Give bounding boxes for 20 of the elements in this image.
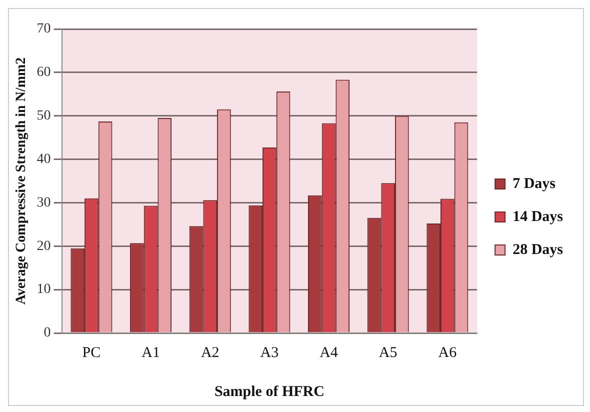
- y-tick-label: 50: [36, 108, 51, 124]
- y-axis-title: Average Compressive Strength in N/mm2: [14, 57, 30, 305]
- x-tick-label: A6: [438, 344, 458, 361]
- y-tick-label: 0: [44, 326, 51, 341]
- legend-label: 28 Days: [512, 242, 564, 258]
- x-tick-label: A2: [200, 344, 220, 361]
- x-axis-title: Sample of HFRC: [214, 384, 324, 400]
- legend-label: 14 Days: [512, 208, 564, 225]
- x-tick-label: A3: [260, 344, 279, 361]
- y-tick-label: 40: [36, 152, 51, 167]
- legend-label: 7 Days: [512, 176, 556, 192]
- y-tick-label: 10: [36, 282, 51, 298]
- x-tick-label: PC: [82, 344, 101, 361]
- x-tick-label: A1: [142, 344, 160, 361]
- y-tick-label: 30: [36, 195, 51, 210]
- y-tick-label: 20: [36, 238, 51, 254]
- x-tick-label: A4: [320, 344, 338, 361]
- y-tick-label: 70: [36, 22, 51, 37]
- y-tick-label: 60: [36, 65, 51, 80]
- x-tick-label: A5: [378, 344, 398, 361]
